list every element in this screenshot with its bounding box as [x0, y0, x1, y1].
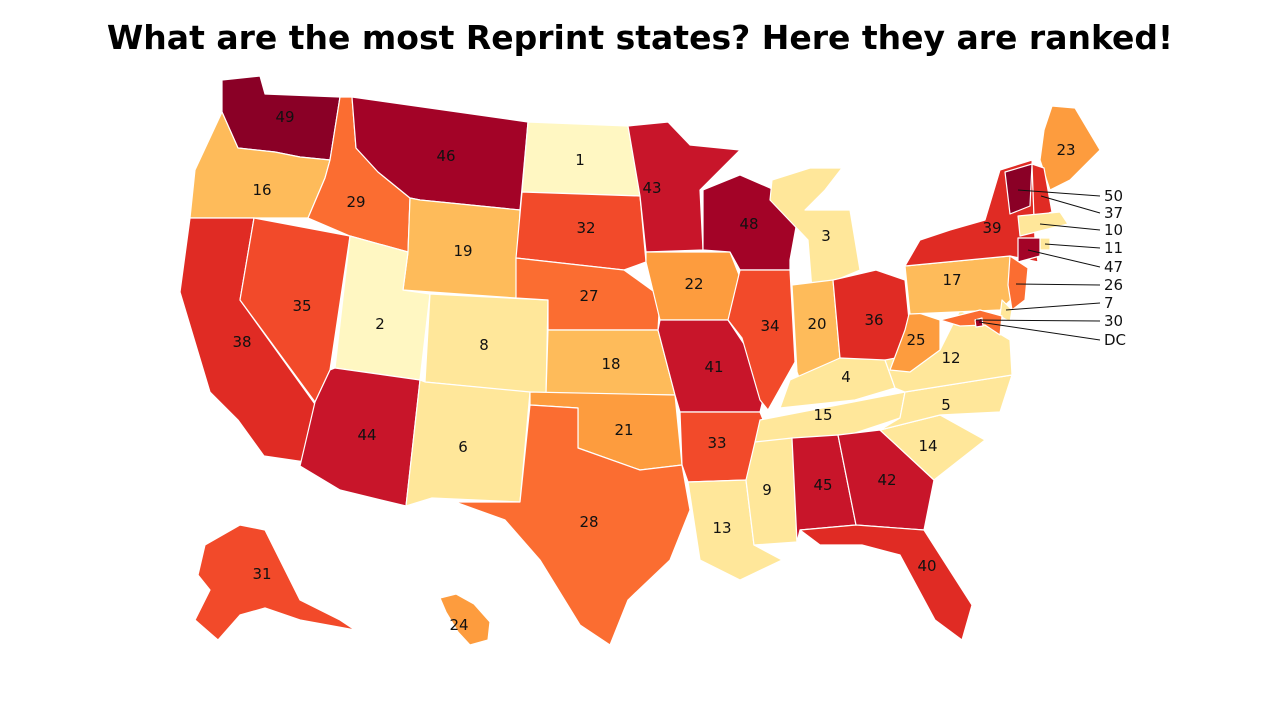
state-tn	[754, 391, 906, 443]
state-tx	[454, 404, 691, 646]
state-de	[999, 299, 1013, 323]
rank-label-ms: 9	[762, 481, 772, 499]
state-il	[727, 269, 796, 411]
rank-label-sd: 32	[576, 219, 595, 237]
states-layer	[179, 75, 1101, 646]
callout-line-ct	[1027, 249, 1101, 268]
rank-label-il: 34	[760, 317, 779, 335]
rank-label-wa: 49	[275, 108, 294, 126]
rank-label-wy: 19	[453, 242, 472, 260]
state-ak	[194, 524, 356, 641]
rank-label-nv: 35	[292, 297, 311, 315]
state-ga	[837, 429, 935, 531]
callout-line-md	[975, 319, 1101, 322]
rank-label-ia: 22	[684, 275, 703, 293]
state-md	[939, 309, 1003, 336]
rank-label-hi: 24	[449, 616, 468, 634]
rank-label-ma: 10	[1104, 221, 1123, 239]
callout-line-de	[1005, 302, 1101, 311]
rank-label-ga: 42	[877, 471, 896, 489]
callout-line-ma	[1039, 223, 1101, 231]
callout-line-vt	[1017, 189, 1101, 197]
rank-label-va: 12	[941, 349, 960, 367]
state-fl	[799, 524, 973, 641]
rank-label-mn: 43	[642, 179, 661, 197]
rank-label-ut: 2	[375, 315, 385, 333]
callout-line-dc	[978, 321, 1101, 341]
rank-label-id: 29	[346, 193, 365, 211]
state-mi	[769, 167, 861, 291]
rank-label-or: 16	[252, 181, 271, 199]
rank-label-ca: 38	[232, 333, 251, 351]
rank-label-tx: 28	[579, 513, 598, 531]
rank-label-sc: 14	[918, 437, 937, 455]
rank-label-vt: 50	[1104, 187, 1123, 205]
rank-label-nm: 6	[458, 438, 468, 456]
rank-label-nh: 37	[1104, 204, 1123, 222]
rank-label-md: 30	[1104, 312, 1123, 330]
rank-label-dc: DC	[1104, 331, 1126, 349]
callout-line-nh	[1040, 195, 1101, 214]
rank-label-ky: 4	[841, 368, 851, 386]
labels-layer: 4916383529461924486132271821284322413313…	[232, 108, 1126, 634]
rank-label-al: 45	[813, 476, 832, 494]
rank-label-mo: 41	[704, 358, 723, 376]
rank-label-ct: 47	[1104, 258, 1123, 276]
rank-label-ri: 11	[1104, 239, 1123, 257]
rank-label-az: 44	[357, 426, 376, 444]
rank-label-pa: 17	[942, 271, 961, 289]
rank-label-ny: 39	[982, 219, 1001, 237]
state-ms	[745, 437, 798, 546]
state-nj	[1007, 255, 1029, 311]
rank-label-ne: 27	[579, 287, 598, 305]
rank-label-mt: 46	[436, 147, 455, 165]
rank-label-tn: 15	[813, 406, 832, 424]
rank-label-wi: 48	[739, 215, 758, 233]
rank-label-wv: 25	[906, 331, 925, 349]
rank-label-nc: 5	[941, 396, 951, 414]
rank-label-ar: 33	[707, 434, 726, 452]
state-sd	[515, 191, 647, 271]
rank-label-in: 20	[807, 315, 826, 333]
callout-line-nj	[1015, 283, 1101, 286]
callout-line-ri	[1044, 243, 1101, 249]
rank-label-ok: 21	[614, 421, 633, 439]
state-hi	[439, 593, 491, 646]
rank-label-co: 8	[479, 336, 489, 354]
rank-label-nj: 26	[1104, 276, 1123, 294]
rank-label-fl: 40	[917, 557, 936, 575]
rank-label-mi: 3	[821, 227, 831, 245]
rank-label-ak: 31	[252, 565, 271, 583]
rank-label-de: 7	[1104, 294, 1114, 312]
state-nm	[405, 379, 531, 507]
rank-label-me: 23	[1056, 141, 1075, 159]
rank-label-ks: 18	[601, 355, 620, 373]
rank-label-oh: 36	[864, 311, 883, 329]
state-me	[1039, 105, 1101, 191]
state-nh	[1031, 163, 1053, 219]
state-va	[884, 309, 1013, 393]
map-title: What are the most Reprint states? Here t…	[106, 18, 1174, 57]
state-vt	[1004, 163, 1033, 215]
rank-label-nd: 1	[575, 151, 585, 169]
rank-label-la: 13	[712, 519, 731, 537]
state-mn	[627, 121, 741, 253]
